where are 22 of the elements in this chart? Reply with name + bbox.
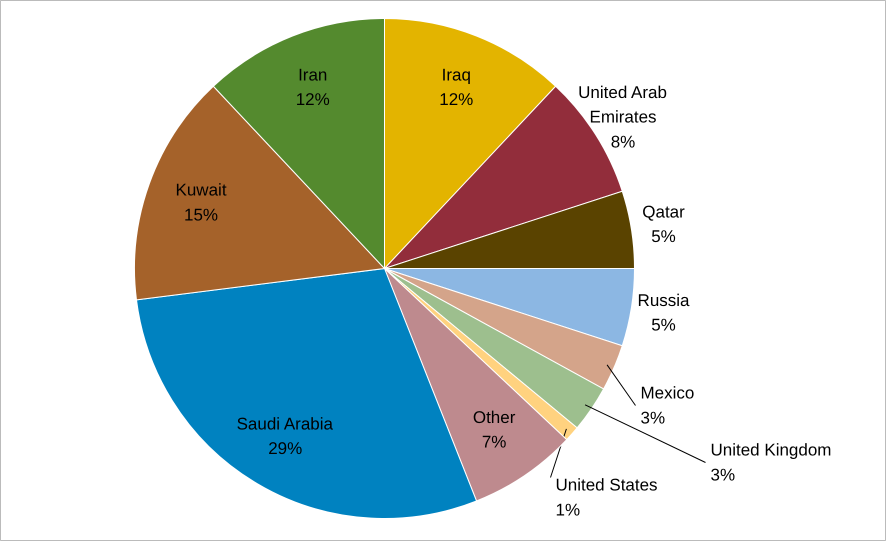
data-label: 1% — [556, 500, 580, 520]
data-label: 7% — [482, 432, 506, 452]
slice-label: Mexico — [640, 384, 694, 403]
slice-label: Russia — [638, 290, 690, 310]
slice-label: Kuwait — [176, 180, 227, 200]
data-label: 12% — [439, 90, 474, 110]
slice-label: Qatar — [642, 202, 686, 222]
data-label: 5% — [651, 227, 676, 246]
data-label: 29% — [268, 439, 302, 458]
slice-label: Iraq — [442, 65, 471, 84]
slice-label: United Arab Emirates — [578, 82, 667, 127]
data-label: 15% — [184, 205, 218, 224]
data-label: 3% — [640, 408, 666, 428]
slice-label: United Kingdom — [710, 440, 832, 460]
data-label: 5% — [651, 316, 676, 335]
data-label: 3% — [710, 465, 736, 484]
data-label: 12% — [296, 90, 330, 110]
slice-label: Saudi Arabia — [236, 414, 334, 434]
slice-label: Iran — [298, 65, 328, 84]
data-label: 8% — [610, 132, 636, 152]
slice-label: Other — [472, 408, 516, 427]
slice-label: United States — [556, 476, 658, 495]
